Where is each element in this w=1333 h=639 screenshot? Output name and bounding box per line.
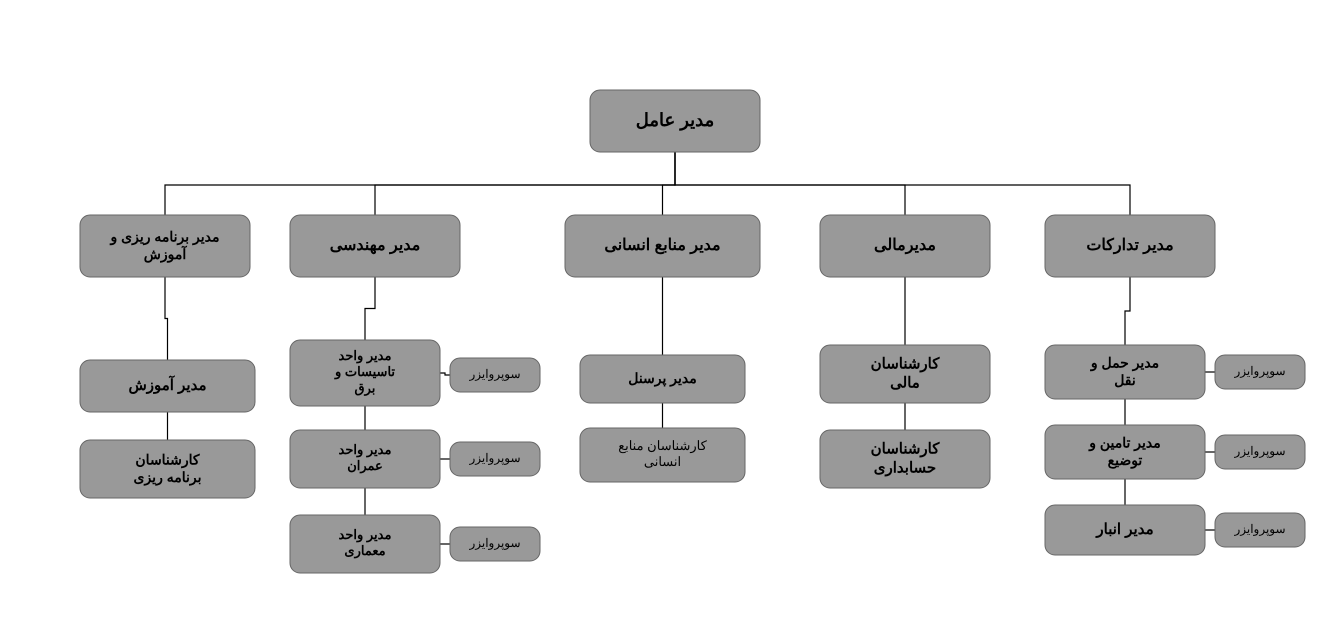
org-edge xyxy=(663,152,676,215)
org-node-label: مدیر مهندسی xyxy=(330,237,421,255)
org-node-edu_mgr: مدیر آموزش xyxy=(80,360,255,412)
org-node-plan_exp: کارشناسانبرنامه ریزی xyxy=(80,440,255,498)
org-node-label: سوپروایزر xyxy=(468,451,520,465)
org-node-root: مدیر عامل xyxy=(590,90,760,152)
org-node-mgr_eng: مدیر مهندسی xyxy=(290,215,460,277)
org-edge xyxy=(375,152,675,215)
org-node-sup_arch: سوپروایزر xyxy=(450,527,540,561)
org-node-acc_exp: کارشناسانحسابداری xyxy=(820,430,990,488)
org-node-label: مدیر عامل xyxy=(636,110,715,131)
org-edge xyxy=(165,277,168,360)
org-node-mgr_hr: مدیر منابع انسانی xyxy=(565,215,760,277)
org-node-hr_pers: مدیر پرسنل xyxy=(580,355,745,403)
org-node-label: مدیر پرسنل xyxy=(628,370,697,387)
org-node-eng_civ: مدیر واحدعمران xyxy=(290,430,440,488)
org-node-sup_trans: سوپروایزر xyxy=(1215,355,1305,389)
org-edge xyxy=(1125,277,1130,345)
org-node-proc_supp: مدیر تامین وتوضیع xyxy=(1045,425,1205,479)
org-node-proc_wh: مدیر انبار xyxy=(1045,505,1205,555)
org-node-sup_fac: سوپروایزر xyxy=(450,358,540,392)
org-node-label: کارشناسانبرنامه ریزی xyxy=(133,451,201,486)
org-node-eng_fac: مدیر واحدتاسیسات وبرق xyxy=(290,340,440,406)
org-node-mgr_fin: مدیرمالی xyxy=(820,215,990,277)
org-node-hr_exp: کارشناسان منابعانسانی xyxy=(580,428,745,482)
org-node-sup_supp: سوپروایزر xyxy=(1215,435,1305,469)
org-node-label: سوپروایزر xyxy=(1233,364,1285,378)
org-node-label: سوپروایزر xyxy=(1233,522,1285,536)
org-node-label: کارشناسانحسابداری xyxy=(871,441,941,477)
org-node-sup_civ: سوپروایزر xyxy=(450,442,540,476)
org-edge xyxy=(165,152,675,215)
org-node-sup_wh: سوپروایزر xyxy=(1215,513,1305,547)
org-node-fin_exp: کارشناسانمالی xyxy=(820,345,990,403)
org-edge xyxy=(675,152,1130,215)
org-node-mgr_proc: مدیر تدارکات xyxy=(1045,215,1215,277)
org-node-mgr_plan: مدیر برنامه ریزی وآموزش xyxy=(80,215,250,277)
org-node-label: سوپروایزر xyxy=(468,536,520,550)
org-node-eng_arch: مدیر واحدمعماری xyxy=(290,515,440,573)
org-node-label: سوپروایزر xyxy=(468,367,520,381)
org-node-label: مدیر تدارکات xyxy=(1086,237,1173,255)
org-node-label: مدیر انبار xyxy=(1095,521,1153,538)
org-node-label: مدیر آموزش xyxy=(128,375,206,394)
org-node-label: مدیرمالی xyxy=(874,237,936,255)
org-node-label: مدیر منابع انسانی xyxy=(604,237,720,255)
org-chart: مدیر عامل مدیر برنامه ریزی وآموزش مدیر مهن… xyxy=(0,0,1333,639)
org-edge xyxy=(675,152,905,215)
org-node-proc_trans: مدیر حمل ونقل xyxy=(1045,345,1205,399)
org-node-label: مدیر واحدمعماری xyxy=(339,527,392,559)
org-edge xyxy=(365,277,375,340)
org-node-label: سوپروایزر xyxy=(1233,444,1285,458)
org-edge xyxy=(440,373,450,375)
